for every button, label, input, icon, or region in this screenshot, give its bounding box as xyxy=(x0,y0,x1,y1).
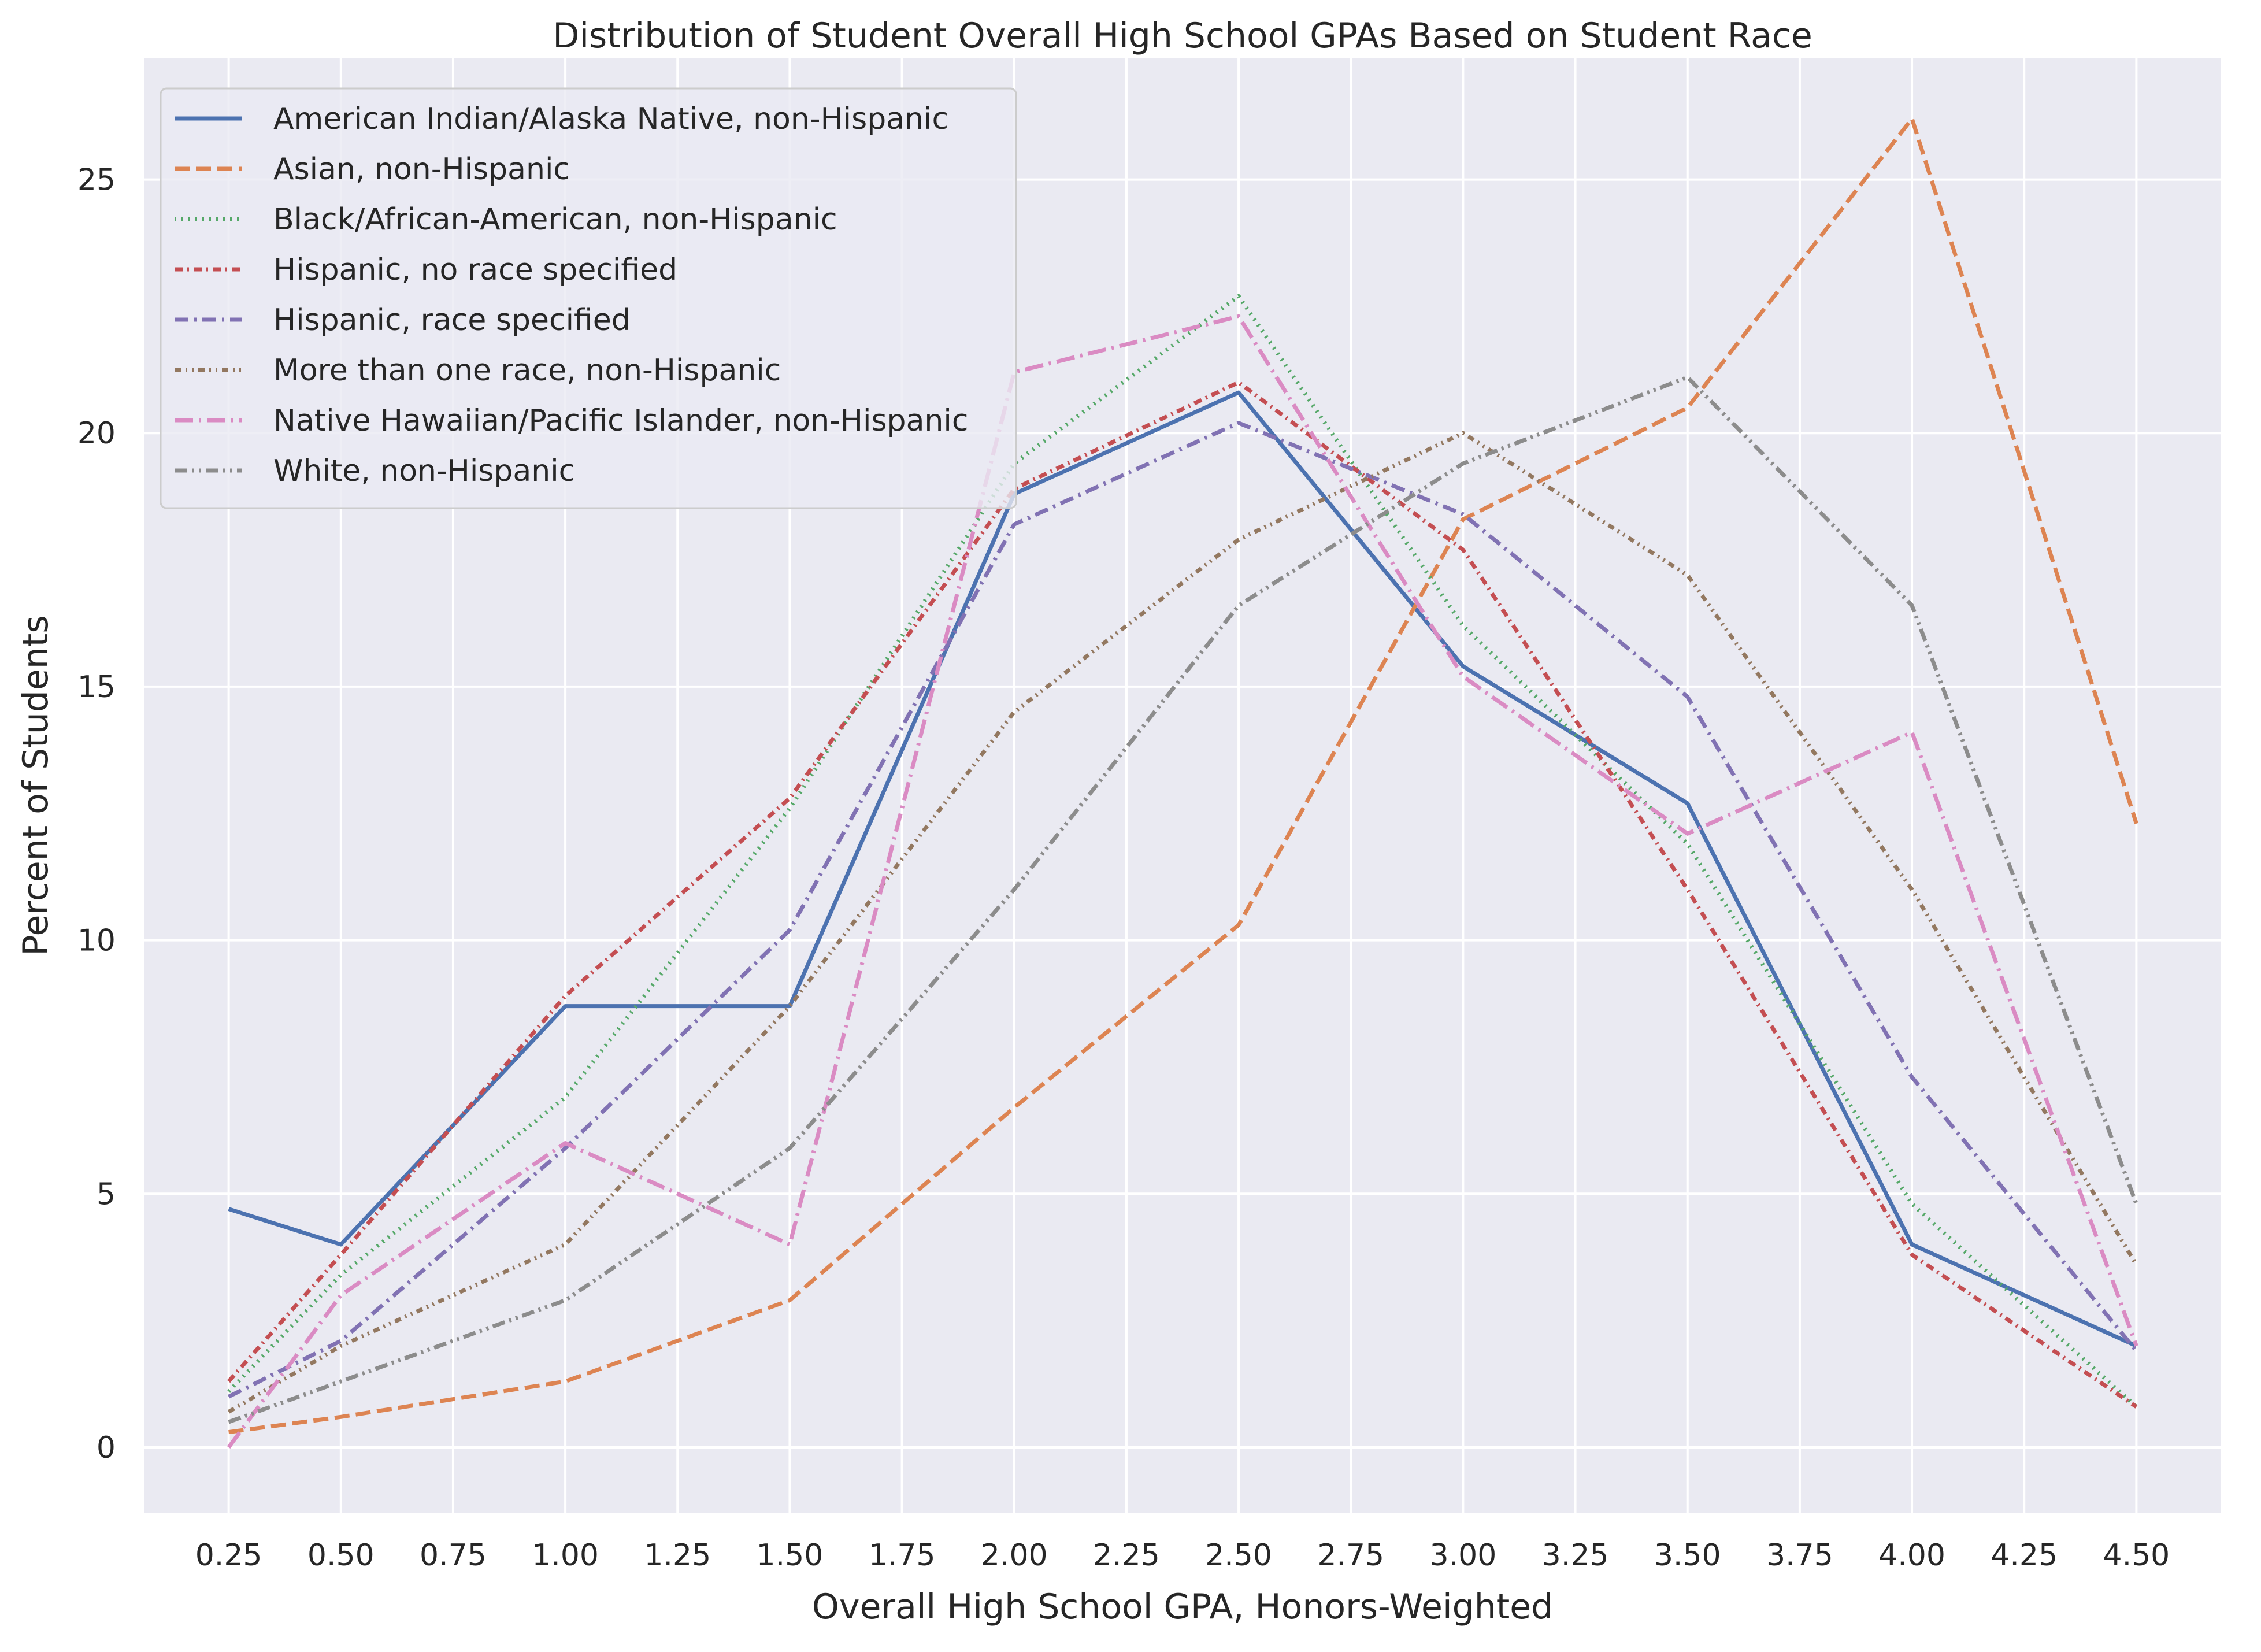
legend-label: Native Hawaiian/Pacific Islander, non-Hi… xyxy=(273,403,968,438)
x-tick-label: 4.00 xyxy=(1878,1538,1945,1573)
x-tick-label: 1.75 xyxy=(869,1538,936,1573)
series-line-6 xyxy=(227,314,2138,1449)
series-lines xyxy=(227,116,2138,1449)
y-tick-label: 25 xyxy=(77,163,116,198)
x-tick-label: 3.50 xyxy=(1654,1538,1721,1573)
legend-box xyxy=(160,87,1017,509)
y-axis-label: Percent of Students xyxy=(16,615,56,955)
x-tick-label: 4.25 xyxy=(1991,1538,2058,1573)
x-tick-label: 0.75 xyxy=(420,1538,487,1573)
x-tick-label: 2.50 xyxy=(1205,1538,1272,1573)
x-tick-label: 3.25 xyxy=(1542,1538,1609,1573)
series-line-7 xyxy=(228,375,2138,1424)
y-tick-label: 15 xyxy=(77,670,116,705)
x-tick-label: 0.25 xyxy=(195,1538,262,1573)
y-tick-label: 5 xyxy=(97,1177,116,1212)
series-line-2 xyxy=(227,294,2138,1409)
x-tick-label: 3.75 xyxy=(1766,1538,1833,1573)
series-line-4 xyxy=(228,421,2138,1399)
legend-label: Asian, non-Hispanic xyxy=(273,152,570,187)
legend: American Indian/Alaska Native, non-Hispa… xyxy=(160,87,1017,509)
y-tick-label: 0 xyxy=(97,1431,116,1465)
legend-label: More than one race, non-Hispanic xyxy=(273,353,781,388)
x-tick-label: 2.00 xyxy=(981,1538,1048,1573)
series-line-5 xyxy=(227,431,2138,1414)
series-line-3 xyxy=(227,380,2138,1409)
x-axis-label: Overall High School GPA, Honors-Weighted xyxy=(812,1587,1554,1627)
legend-label: White, non-Hispanic xyxy=(273,454,575,488)
x-tick-label: 2.25 xyxy=(1093,1538,1160,1573)
x-tick-label: 1.50 xyxy=(757,1538,824,1573)
x-tick-label: 2.75 xyxy=(1317,1538,1384,1573)
x-tick-label: 1.00 xyxy=(532,1538,599,1573)
legend-label: American Indian/Alaska Native, non-Hispa… xyxy=(273,102,948,136)
x-tick-label: 0.50 xyxy=(307,1538,375,1573)
legend-label: Hispanic, no race specified xyxy=(273,253,677,287)
chart-title: Distribution of Student Overall High Sch… xyxy=(553,16,1812,56)
y-tick-label: 10 xyxy=(77,924,116,958)
x-tick-label: 4.50 xyxy=(2103,1538,2170,1573)
tick-labels: 0.25 0.50 0.75 1.00 1.25 1.50 1.75 2.00 2.25 2.50… xyxy=(77,163,2170,1573)
legend-label: Hispanic, race specified xyxy=(273,303,631,338)
y-tick-label: 20 xyxy=(77,416,116,451)
series-line-1 xyxy=(228,116,2138,1435)
x-tick-label: 1.25 xyxy=(644,1538,711,1573)
legend-label: Black/African-American, non-Hispanic xyxy=(273,202,837,237)
x-tick-label: 3.00 xyxy=(1430,1538,1497,1573)
